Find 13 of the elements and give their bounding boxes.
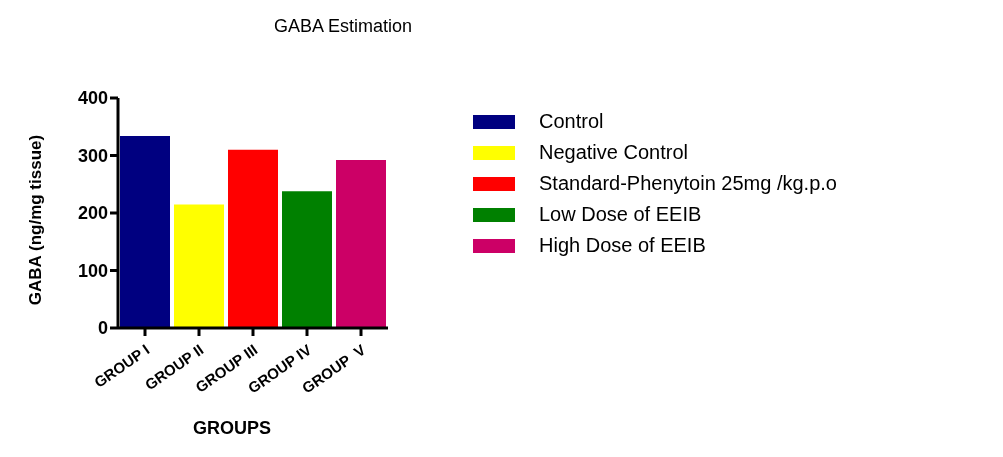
y-axis-title: GABA (ng/mg tissue) [26,134,46,306]
legend-label: Negative Control [539,141,688,164]
legend-label: High Dose of EEIB [539,234,706,257]
x-axis-title: GROUPS [193,418,272,439]
y-tick-label: 300 [77,145,108,166]
chart-title: GABA Estimation [272,16,414,37]
y-tick-label: 200 [77,203,108,224]
y-tick-label: 0 [97,318,108,339]
y-tick-label: 400 [77,88,108,109]
legend-label: Low Dose of EEIB [539,203,702,226]
y-tick-label: 100 [77,260,108,281]
legend-label: Control [539,110,604,133]
legend-label: Standard-Phenytoin 25mg /kg.p.o [539,172,837,195]
